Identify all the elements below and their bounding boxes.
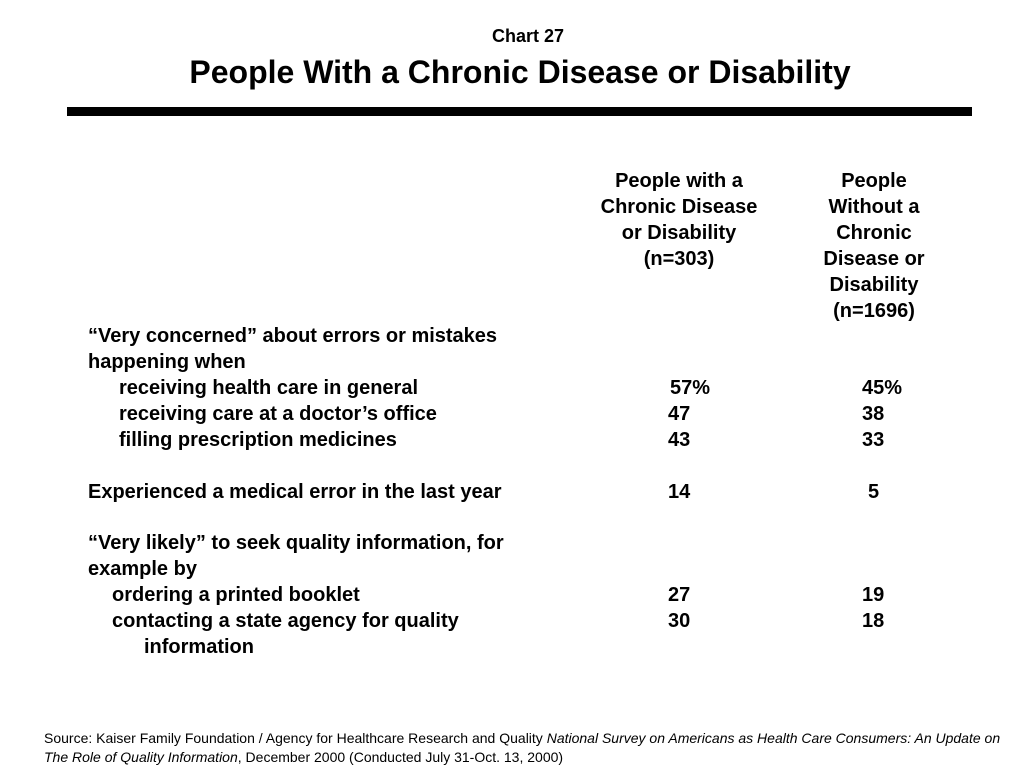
section-label-concerned-cont: happening when (88, 351, 246, 373)
row-label-cont: information (144, 636, 254, 658)
title-divider (67, 107, 972, 116)
row-label-medical-error: Experienced a medical error in the last … (88, 481, 502, 503)
value-without-disease: 18 (862, 610, 885, 632)
value-with-disease: 27 (668, 584, 691, 606)
section-label-likely: “Very likely” to seek quality informatio… (88, 532, 504, 554)
chart-number: Chart 27 (491, 26, 565, 46)
column-header-line: Disease or (823, 248, 925, 270)
column-header-line: Without a (828, 196, 920, 218)
column-header-with-chronic-disease: People with a Chronic Disease or Disabil… (579, 168, 779, 272)
source-footnote: Source: Kaiser Family Foundation / Agenc… (44, 729, 1004, 767)
column-header-line: Chronic Disease (600, 196, 758, 218)
page-title: People With a Chronic Disease or Disabil… (189, 54, 851, 90)
section-label-concerned: “Very concerned” about errors or mistake… (88, 325, 498, 347)
value-with-disease: 30 (668, 610, 691, 632)
value-with-disease: 14 (668, 481, 691, 503)
row-label: ordering a printed booklet (112, 584, 360, 606)
source-title: National Survey on Americans as Health C… (44, 730, 1001, 765)
value-with-disease: 57% (670, 377, 711, 399)
value-with-disease: 47 (668, 403, 691, 425)
section-label-likely-cont: example by (88, 558, 197, 580)
column-header-line: People with a (615, 170, 743, 192)
source-suffix: , December 2000 (Conducted July 31-Oct. … (237, 749, 564, 765)
value-with-disease: 43 (668, 429, 691, 451)
column-header-without-chronic-disease: People Without a Chronic Disease or Disa… (794, 168, 954, 324)
value-without-disease: 45% (862, 377, 903, 399)
column-header-line: Disability (829, 274, 919, 296)
value-without-disease: 38 (862, 403, 885, 425)
value-without-disease: 33 (862, 429, 885, 451)
value-without-disease: 5 (868, 481, 880, 503)
row-label: filling prescription medicines (119, 429, 397, 451)
column-header-line: (n=303) (643, 248, 715, 270)
row-label: receiving health care in general (119, 377, 419, 399)
source-prefix: Source: Kaiser Family Foundation / Agenc… (44, 730, 547, 746)
value-without-disease: 19 (862, 584, 885, 606)
column-header-line: People (841, 170, 907, 192)
column-header-line: Chronic (836, 222, 912, 244)
row-label: receiving care at a doctor’s office (119, 403, 437, 425)
column-header-line: (n=1696) (833, 300, 915, 322)
column-header-line: or Disability (621, 222, 737, 244)
row-label: contacting a state agency for quality (112, 610, 459, 632)
